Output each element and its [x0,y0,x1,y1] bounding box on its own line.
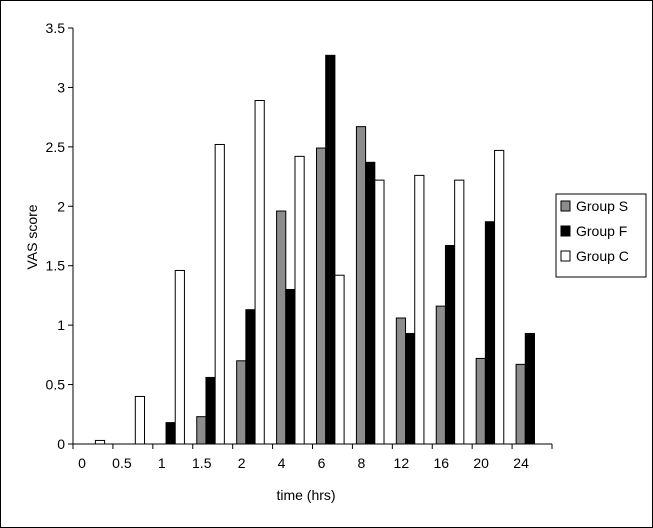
x-tick-label: 1.5 [192,455,212,471]
bar-group-c-16 [454,179,465,445]
y-tick-label: 2 [57,198,65,214]
x-tick-label: 12 [394,455,410,471]
bar-group-s-2 [236,360,247,445]
bar-group-s-8 [355,126,367,445]
x-tick-label: 24 [513,455,529,471]
bar-group-c-0-5 [134,395,146,445]
legend-swatch [560,225,571,237]
legend-swatch [560,200,571,212]
legend: Group S Group F Group C [555,193,647,278]
bar-group-f-8 [365,161,376,445]
y-tick-label: 0.5 [46,377,66,393]
legend-label: Group C [576,248,629,264]
y-tick-label: 1 [57,317,65,333]
legend-box [555,193,647,278]
x-tick-label: 2 [238,455,246,471]
bar-group-f-4 [285,288,296,445]
x-tick-label: 1 [158,455,166,471]
bar-group-s-6 [316,147,327,445]
bar-group-f-12 [405,332,416,445]
bar-group-f-6 [325,54,336,445]
x-axis-title: time (hrs) [276,487,335,503]
bar-group-f-20 [484,221,496,445]
x-tick-label: 16 [433,455,449,471]
legend-label: Group S [576,198,628,214]
bar-group-s-4 [276,210,287,445]
x-tick-label: 0 [78,455,86,471]
bar-group-c-8 [374,179,385,445]
bar-group-s-1-5 [196,416,207,445]
y-tick-label: 2.5 [46,139,66,155]
bar-group-c-1-5 [214,143,225,445]
bar-group-c-2 [254,100,265,445]
legend-swatch [560,250,571,262]
bars [94,54,535,445]
x-tick-label: 20 [473,455,489,471]
y-tick-label: 3 [57,79,65,95]
x-axis: 0 0.5 1 1.5 2 4 6 8 12 16 20 24 [72,443,553,471]
bar-group-f-16 [444,245,456,445]
bar-group-c-4 [294,155,305,445]
bar-group-f-1 [165,422,176,445]
bar-group-f-2 [245,309,256,445]
bar-group-s-20 [475,357,486,445]
bar-group-c-20 [494,149,505,445]
bar-group-s-16 [435,305,446,445]
x-tick-label: 0.5 [112,455,132,471]
x-tick-label: 6 [318,455,326,471]
bar-group-f-24 [524,332,535,445]
bar-group-c-1 [174,269,185,445]
bar-group-s-12 [395,317,407,445]
x-tick-label: 8 [358,455,366,471]
y-axis: 0 0.5 1 1.5 2 2.5 3 3.5 [46,20,74,452]
bar-group-f-1-5 [205,376,216,445]
bar-group-c-0 [94,439,106,445]
y-axis-title: VAS score [24,204,40,269]
bar-group-s-24 [515,363,526,445]
bar-group-c-12 [414,174,425,445]
legend-label: Group F [576,223,627,239]
y-tick-label: 3.5 [46,20,66,36]
x-tick-label: 4 [278,455,286,471]
bar-group-c-6 [334,274,345,445]
y-tick-label: 1.5 [46,258,66,274]
y-tick-label: 0 [57,436,65,452]
